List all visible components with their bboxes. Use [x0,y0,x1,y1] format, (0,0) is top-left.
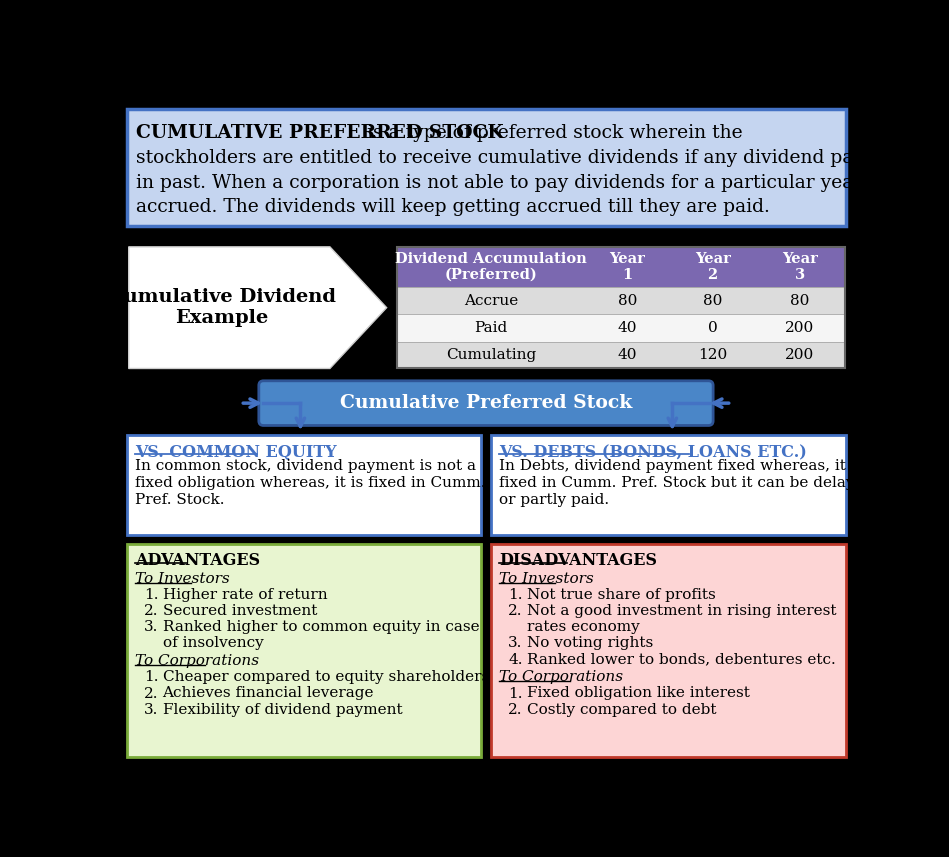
FancyBboxPatch shape [492,434,846,535]
Text: Not a good investment in rising interest: Not a good investment in rising interest [527,604,836,618]
Text: CUMULATIVE PREFERRED STOCK: CUMULATIVE PREFERRED STOCK [137,124,504,142]
Text: 200: 200 [786,321,814,335]
Text: Flexibility of dividend payment: Flexibility of dividend payment [162,703,402,716]
FancyBboxPatch shape [259,381,713,425]
Text: fixed obligation whereas, it is fixed in Cumm.: fixed obligation whereas, it is fixed in… [135,476,485,490]
Text: rates economy: rates economy [527,620,640,634]
Text: accrued. The dividends will keep getting accrued till they are paid.: accrued. The dividends will keep getting… [137,198,771,216]
Text: Not true share of profits: Not true share of profits [527,588,716,602]
Text: Ranked lower to bonds, debentures etc.: Ranked lower to bonds, debentures etc. [527,653,835,667]
Text: Fixed obligation like interest: Fixed obligation like interest [527,686,750,700]
Text: Year
1: Year 1 [609,252,645,282]
Text: 40: 40 [618,348,637,363]
Text: fixed in Cumm. Pref. Stock but it can be delayed: fixed in Cumm. Pref. Stock but it can be… [499,476,873,490]
Text: Cumulative Preferred Stock: Cumulative Preferred Stock [340,394,632,412]
Text: Paid: Paid [474,321,508,335]
Text: In common stock, dividend payment is not a: In common stock, dividend payment is not… [135,459,475,473]
Text: 200: 200 [786,348,814,363]
FancyBboxPatch shape [397,315,845,342]
Text: Costly compared to debt: Costly compared to debt [527,703,716,716]
Text: Year
2: Year 2 [695,252,731,282]
Text: ADVANTAGES: ADVANTAGES [135,552,260,569]
Text: DISADVANTAGES: DISADVANTAGES [499,552,657,569]
Text: Dividend Accumulation
(Preferred): Dividend Accumulation (Preferred) [395,252,586,282]
Text: 4.: 4. [509,653,523,667]
FancyBboxPatch shape [397,247,845,287]
FancyBboxPatch shape [127,434,481,535]
Text: To Investors: To Investors [135,572,230,586]
Text: 120: 120 [698,348,727,363]
Text: 3.: 3. [144,703,158,716]
Text: 1.: 1. [144,588,158,602]
Text: 1.: 1. [509,686,523,700]
Text: or partly paid.: or partly paid. [499,494,609,507]
Text: 2.: 2. [144,686,158,700]
Text: is a type of preferred stock wherein the: is a type of preferred stock wherein the [362,124,743,142]
FancyBboxPatch shape [127,109,846,226]
Text: VS. DEBTS (BONDS, LOANS ETC.): VS. DEBTS (BONDS, LOANS ETC.) [499,444,807,461]
Text: in past. When a corporation is not able to pay dividends for a particular year, : in past. When a corporation is not able … [137,174,949,192]
FancyBboxPatch shape [397,342,845,369]
Text: 3.: 3. [144,620,158,634]
Text: Accrue: Accrue [464,294,518,308]
Text: No voting rights: No voting rights [527,637,653,650]
Text: Year
3: Year 3 [782,252,818,282]
Text: Pref. Stock.: Pref. Stock. [135,494,224,507]
Text: VS. COMMON EQUITY: VS. COMMON EQUITY [135,444,337,461]
FancyBboxPatch shape [127,544,481,757]
Text: To Investors: To Investors [499,572,594,586]
Text: 0: 0 [708,321,717,335]
Text: 80: 80 [791,294,809,308]
Text: 80: 80 [618,294,637,308]
Text: Secured investment: Secured investment [162,604,317,618]
Text: 2.: 2. [509,703,523,716]
Text: of insolvency: of insolvency [162,637,263,650]
Text: stockholders are entitled to receive cumulative dividends if any dividend paymen: stockholders are entitled to receive cum… [137,149,949,167]
Text: 80: 80 [703,294,722,308]
Text: 1.: 1. [144,670,158,685]
Polygon shape [129,247,386,369]
Text: 3.: 3. [509,637,523,650]
FancyBboxPatch shape [397,287,845,315]
Text: Cheaper compared to equity shareholders: Cheaper compared to equity shareholders [162,670,489,685]
Text: Ranked higher to common equity in case: Ranked higher to common equity in case [162,620,479,634]
Text: To Corporations: To Corporations [499,670,623,685]
Text: 2.: 2. [144,604,158,618]
Text: 1.: 1. [509,588,523,602]
Text: Achieves financial leverage: Achieves financial leverage [162,686,374,700]
FancyBboxPatch shape [492,544,846,757]
Text: Cumulative Dividend
Example: Cumulative Dividend Example [107,288,336,327]
Text: Higher rate of return: Higher rate of return [162,588,327,602]
Text: In Debts, dividend payment fixed whereas, it is: In Debts, dividend payment fixed whereas… [499,459,864,473]
Text: Cumulating: Cumulating [446,348,536,363]
Text: 40: 40 [618,321,637,335]
Text: To Corporations: To Corporations [135,654,259,668]
Text: 2.: 2. [509,604,523,618]
